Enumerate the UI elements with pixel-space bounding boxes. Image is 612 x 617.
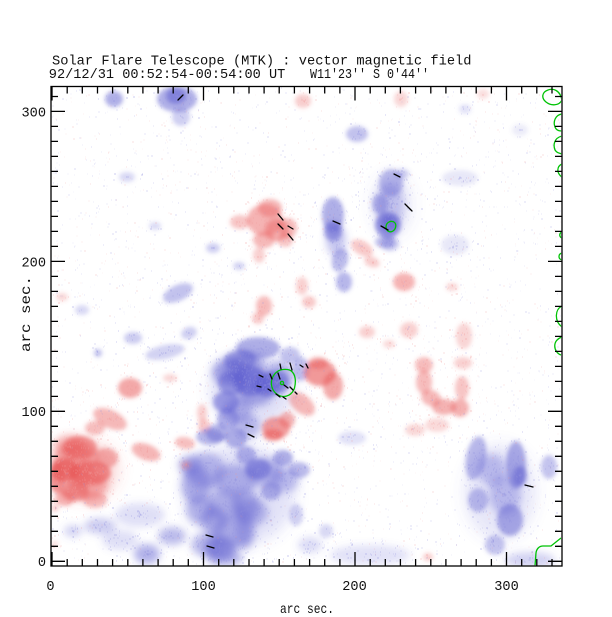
svg-text:0: 0 bbox=[46, 580, 54, 595]
svg-text:arc sec.: arc sec. bbox=[20, 276, 35, 352]
svg-text:W11'23'' S 0'44'': W11'23'' S 0'44'' bbox=[310, 68, 429, 83]
svg-text:200: 200 bbox=[22, 256, 46, 271]
svg-text:300: 300 bbox=[22, 106, 46, 121]
svg-text:100: 100 bbox=[22, 406, 46, 421]
svg-text:0: 0 bbox=[38, 556, 46, 571]
svg-text:200: 200 bbox=[342, 580, 366, 595]
svg-text:300: 300 bbox=[494, 580, 518, 595]
svg-text:arc sec.: arc sec. bbox=[280, 603, 334, 617]
svg-text:92/12/31 00:52:54-00:54:00 UT: 92/12/31 00:52:54-00:54:00 UT bbox=[49, 68, 285, 83]
svg-text:100: 100 bbox=[191, 580, 215, 595]
svg-text:Solar Flare Telescope (MTK) :: Solar Flare Telescope (MTK) : vector mag… bbox=[52, 54, 472, 69]
